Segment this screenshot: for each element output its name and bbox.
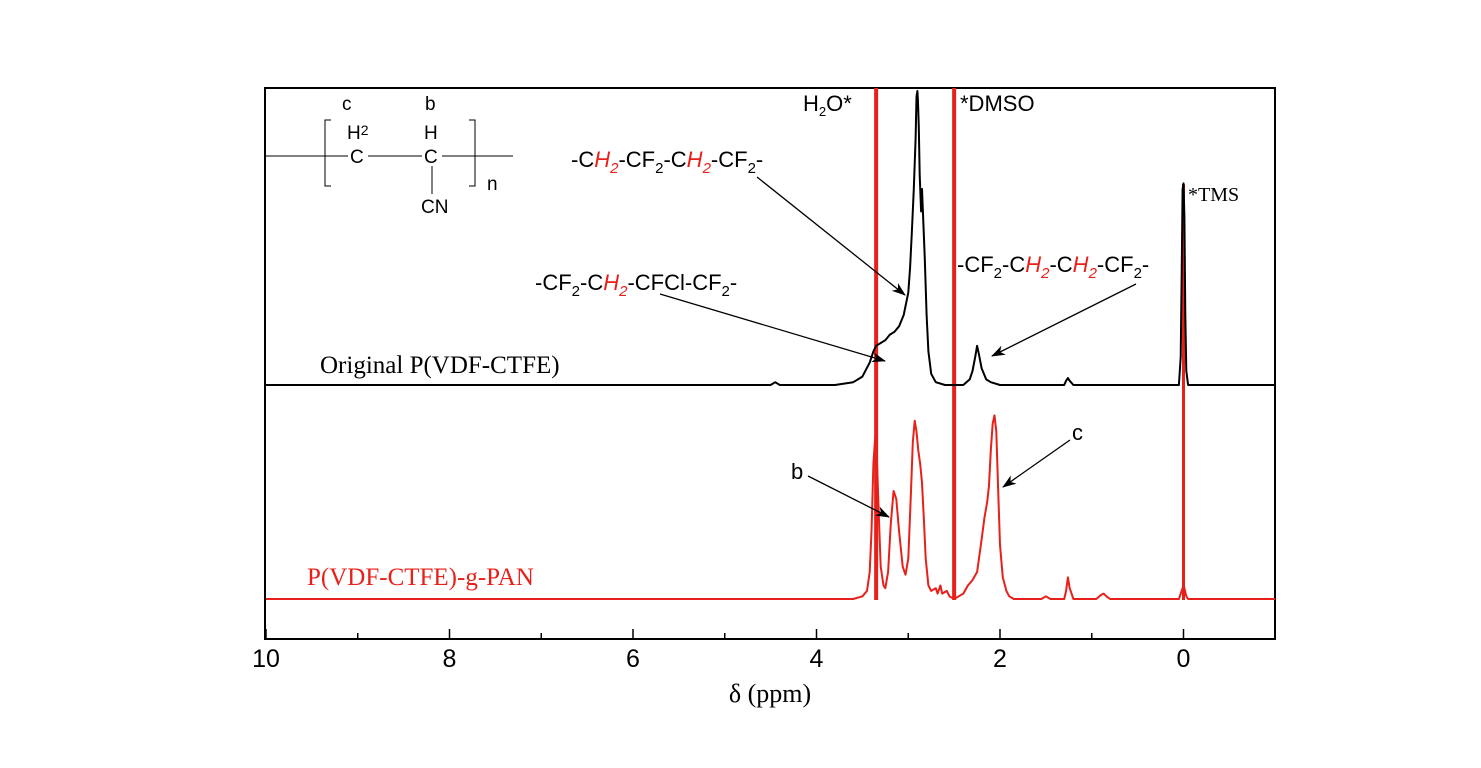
x-axis-title: δ (ppm) <box>729 679 811 708</box>
arrow-peak-1 <box>756 176 906 296</box>
series-label-grafted: P(VDF-CTFE)-g-PAN <box>307 564 534 591</box>
plot-frame <box>264 87 1276 640</box>
x-axis-ticks: 10 8 6 4 2 0 <box>252 629 1276 673</box>
x-tick-label-4: 4 <box>810 645 824 673</box>
structure-cn: CN <box>421 197 448 218</box>
arrow-peak-c <box>1002 439 1071 488</box>
pan-structure: c b H2 C H C CN n <box>265 94 513 218</box>
x-tick-label-10: 10 <box>252 645 280 673</box>
peak-label-b: b <box>791 459 803 484</box>
x-tick-label-2: 2 <box>993 645 1007 673</box>
solvent-label-h2o: H2O* <box>803 91 852 119</box>
peak-label-c: c <box>1072 420 1083 445</box>
series-original-pvdf-ctfe <box>266 90 1276 386</box>
structure-c2: C <box>424 147 438 168</box>
solvent-lines <box>874 88 1185 600</box>
x-tick-label-0: 0 <box>1177 645 1191 673</box>
solvent-label-dmso: *DMSO <box>960 91 1035 116</box>
structure-c1: C <box>350 147 364 168</box>
structure-h: H <box>424 123 438 144</box>
x-tick-label-6: 6 <box>626 645 640 673</box>
structure-bracket-left <box>324 119 331 187</box>
arrow-peak-3 <box>991 283 1137 357</box>
arrow-peak-b <box>807 475 890 518</box>
peak-annotation-1: -CH2-CF2-CH2-CF2- <box>571 147 763 177</box>
structure-n: n <box>487 174 498 195</box>
x-tick-label-8: 8 <box>443 645 457 673</box>
structure-label-c: c <box>342 94 352 115</box>
arrow-peak-2 <box>659 293 886 363</box>
structure-h2: H2 <box>347 122 369 144</box>
series-label-original: Original P(VDF-CTFE) <box>320 352 560 379</box>
series-pvdf-ctfe-g-pan <box>266 414 1276 600</box>
peak-annotation-2: -CF2-CH2-CFCl-CF2- <box>535 270 737 300</box>
peak-annotation-3: -CF2-CH2-CH2-CF2- <box>957 252 1149 282</box>
solvent-label-tms: *TMS <box>1188 184 1239 206</box>
structure-label-b: b <box>425 94 436 115</box>
structure-bracket-right <box>469 119 476 187</box>
